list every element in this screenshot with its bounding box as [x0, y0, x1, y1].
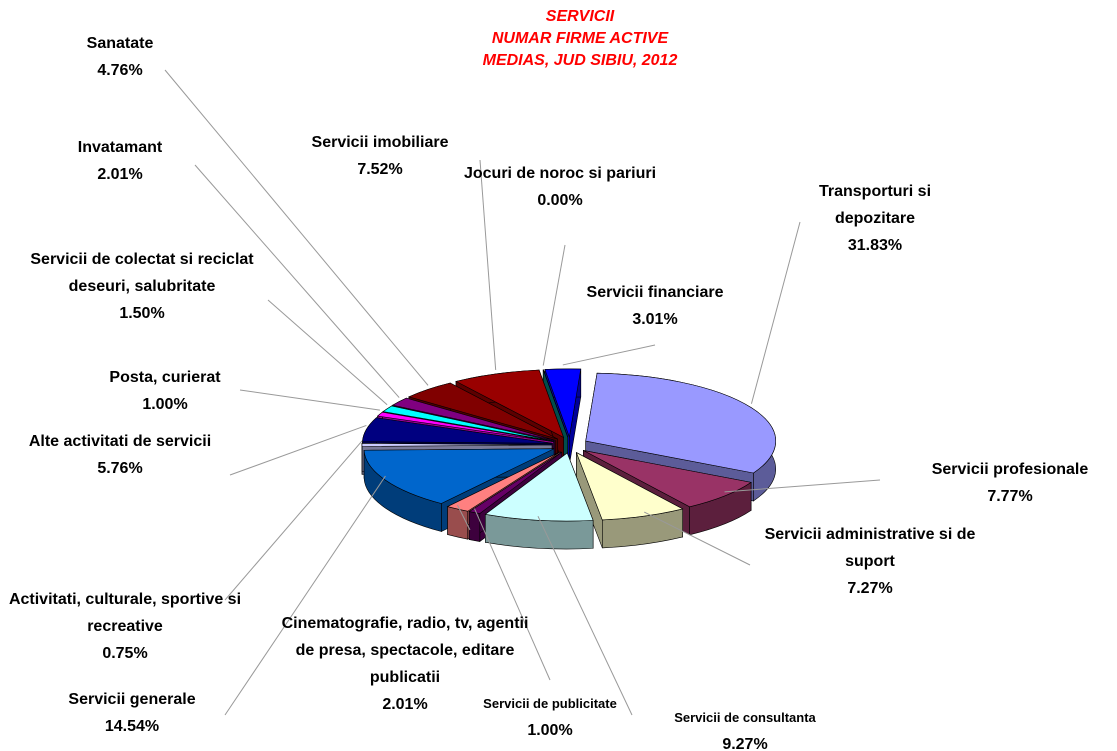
category-label: Transporturi si depozitare: [818, 183, 932, 227]
slice-side: [447, 506, 469, 540]
slice: [468, 451, 562, 514]
slice: [363, 448, 555, 504]
leader-line: [750, 221, 801, 404]
slice: [376, 411, 554, 443]
category-label: Servicii de publicitate: [483, 696, 617, 711]
slice: [484, 452, 594, 550]
data-label: Cinematografie, radio, tv, agentii de pr…: [280, 610, 530, 718]
value-label: 1.50%: [119, 305, 165, 322]
data-label: Servicii imobiliare 7.52%: [280, 129, 480, 183]
leader-line: [224, 475, 386, 716]
category-label: Posta, curierat: [109, 369, 221, 386]
data-label: Sanatate 4.76%: [60, 30, 180, 84]
slice: [585, 372, 776, 474]
leader-line: [724, 479, 881, 493]
leader-line: [229, 424, 367, 476]
category-label: Alte activitati de servicii: [28, 433, 212, 450]
leader-line: [164, 69, 429, 386]
slice: [542, 369, 568, 438]
data-label: Jocuri de noroc si pariuri 0.00%: [455, 160, 665, 214]
category-label: Servicii generale: [68, 691, 196, 708]
leader-line: [267, 299, 388, 406]
data-label: Servicii financiare 3.01%: [555, 279, 755, 333]
chart-title: SERVICII NUMAR FIRME ACTIVE MEDIAS, JUD …: [430, 6, 730, 72]
leader-line: [542, 244, 566, 366]
slice: [382, 405, 555, 442]
category-label: Servicii profesionale: [931, 461, 1089, 478]
value-label: 1.00%: [142, 396, 188, 413]
value-label: 7.27%: [847, 580, 893, 597]
title-line: MEDIAS, JUD SIBIU, 2012: [482, 52, 678, 69]
slice: [484, 452, 594, 522]
data-label: Posta, curierat 1.00%: [80, 364, 250, 418]
slice: [455, 369, 565, 439]
data-label: Alte activitati de servicii 5.76%: [15, 428, 225, 482]
leader-line: [194, 164, 400, 398]
slice: [575, 451, 684, 549]
value-label: 0.00%: [537, 192, 583, 209]
category-label: Cinematografie, radio, tv, agentii de pr…: [281, 615, 529, 686]
data-label: Servicii generale 14.54%: [22, 686, 242, 740]
leader-line: [562, 344, 656, 366]
value-label: 7.77%: [987, 488, 1033, 505]
value-label: 0.75%: [102, 645, 148, 662]
data-label: Servicii administrative si de suport 7.27…: [745, 521, 995, 602]
title-line: SERVICII: [545, 8, 615, 25]
category-label: Servicii de colectat si reciclat deseuri…: [30, 251, 254, 295]
slice: [362, 417, 553, 444]
leader-line: [479, 159, 497, 370]
leader-line: [239, 389, 380, 411]
leader-line: [537, 515, 633, 716]
category-label: Servicii imobiliare: [311, 134, 449, 151]
category-label: Invatamant: [77, 139, 163, 156]
slice: [361, 443, 553, 447]
data-label: Servicii de colectat si reciclat deseuri…: [17, 246, 267, 327]
leader-line: [474, 508, 551, 681]
category-label: Servicii financiare: [586, 284, 724, 301]
data-label: Activitati, culturale, sportive si recre…: [5, 586, 245, 667]
category-label: Servicii administrative si de suport: [764, 526, 976, 570]
value-label: 9.27%: [722, 736, 768, 751]
category-label: Servicii de consultanta: [674, 710, 816, 725]
value-label: 2.01%: [97, 166, 143, 183]
slice: [575, 451, 684, 521]
value-label: 7.52%: [357, 161, 403, 178]
leader-line: [224, 440, 363, 601]
slice: [544, 368, 582, 439]
value-label: 3.01%: [632, 311, 678, 328]
slice: [583, 450, 752, 508]
value-label: 14.54%: [104, 718, 160, 735]
data-label: Servicii de publicitate 1.00%: [455, 690, 645, 744]
data-label: Servicii de consultanta 9.27%: [645, 704, 845, 751]
category-label: Sanatate: [86, 35, 154, 52]
value-label: 2.01%: [382, 696, 428, 713]
value-label: 1.00%: [527, 722, 573, 739]
value-label: 4.76%: [97, 62, 143, 79]
category-label: Jocuri de noroc si pariuri: [463, 165, 657, 182]
title-line: NUMAR FIRME ACTIVE: [491, 30, 669, 47]
slice: [446, 451, 561, 512]
data-label: Invatamant 2.01%: [40, 134, 200, 188]
data-label: Transporturi si depozitare 31.83%: [790, 178, 960, 259]
data-label: Servicii profesionale 7.77%: [895, 456, 1117, 510]
slice: [407, 382, 558, 440]
leader-line: [457, 504, 471, 531]
slice: [391, 397, 556, 441]
category-label: Activitati, culturale, sportive si recre…: [8, 591, 242, 635]
value-label: 31.83%: [847, 237, 903, 254]
value-label: 5.76%: [97, 460, 143, 477]
leader-line: [644, 511, 751, 566]
